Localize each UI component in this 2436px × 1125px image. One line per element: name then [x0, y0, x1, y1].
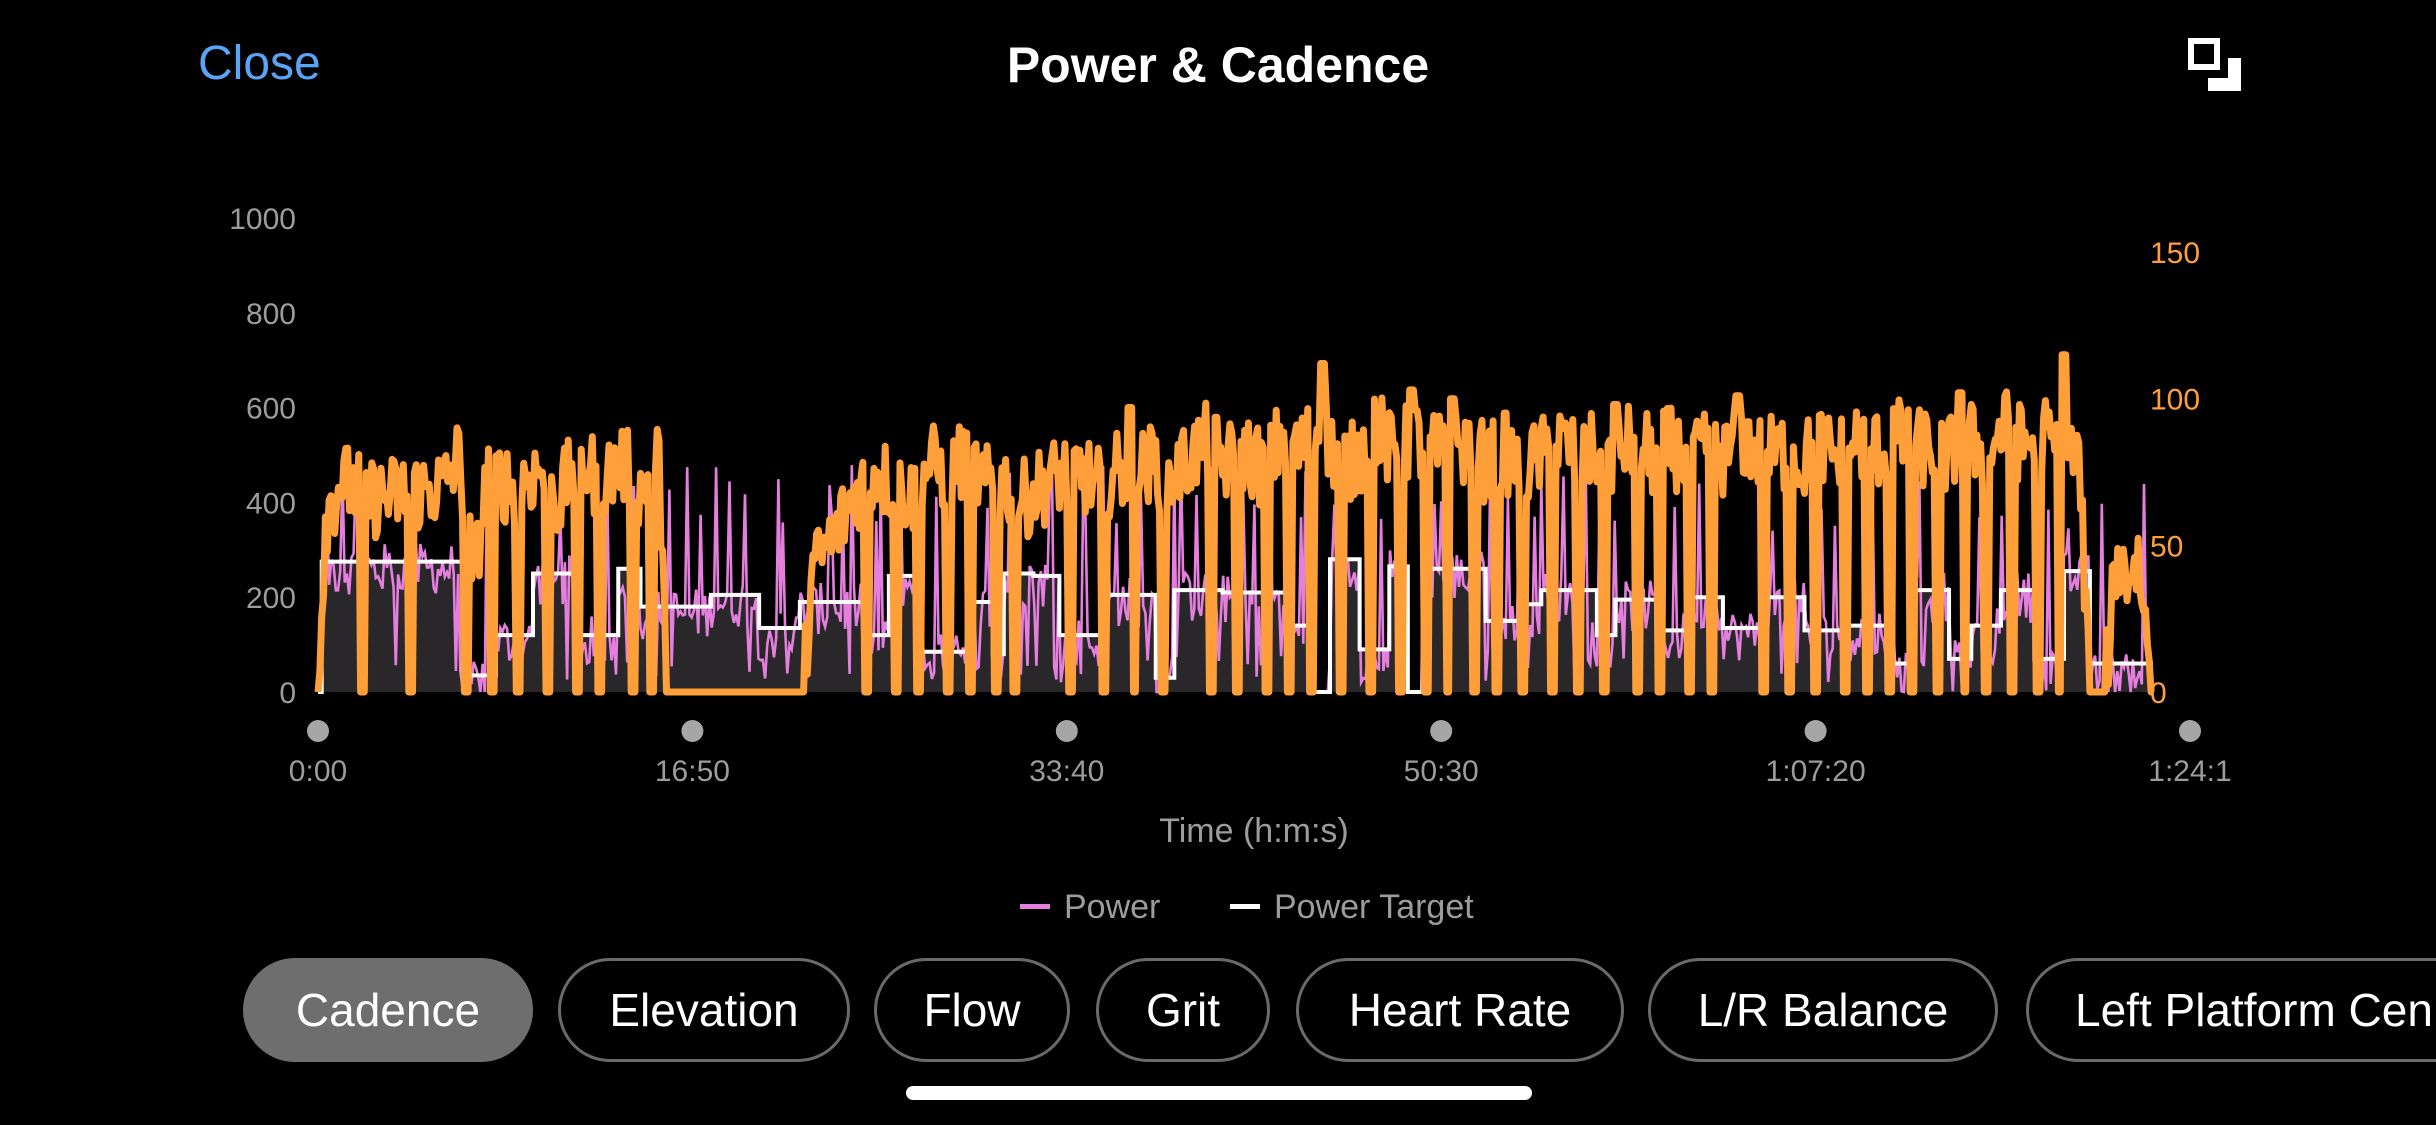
x-tick-dot — [1430, 720, 1453, 742]
y-left-axis: 0 200 400 600 800 1000 — [229, 203, 296, 710]
tab-label: Elevation — [609, 984, 799, 1036]
tab-elevation[interactable]: Elevation — [558, 958, 850, 1062]
x-tick-dot — [681, 720, 704, 742]
legend-power-target-label: Power Target — [1274, 888, 1474, 926]
tab-label: Grit — [1145, 984, 1221, 1036]
x-tick-label: 1:24:1 — [2148, 755, 2231, 788]
x-tick-label: 33:40 — [1029, 755, 1104, 788]
x-tick-label: 0:00 — [289, 755, 347, 788]
tab-label: L/R Balance — [1697, 984, 1949, 1036]
tab-heart-rate[interactable]: Heart Rate — [1296, 958, 1624, 1062]
legend-power-label: Power — [1064, 888, 1160, 926]
x-tick-dot — [1804, 720, 1827, 742]
y-right-tick-label: 100 — [2150, 384, 2200, 417]
tab-label: Cadence — [295, 984, 481, 1036]
tab-label: Flow — [923, 984, 1021, 1036]
tab-l-r-balance[interactable]: L/R Balance — [1648, 958, 1998, 1062]
tab-label: Left Platform Cen — [2075, 984, 2433, 1036]
tab-cadence[interactable]: Cadence — [243, 958, 533, 1062]
expand-icon[interactable] — [2188, 38, 2244, 94]
y-left-tick-label: 800 — [246, 298, 296, 331]
x-tick-dot — [2179, 720, 2201, 742]
home-indicator[interactable] — [906, 1086, 1532, 1100]
tab-label: Heart Rate — [1348, 984, 1572, 1036]
x-axis: 0:00 16:50 33:40 50:30 1:07:20 1:24:1 — [289, 720, 2232, 788]
x-axis-label: Time (h:m:s) — [1159, 812, 1349, 850]
legend-power-swatch — [1020, 904, 1050, 909]
tab-grit[interactable]: Grit — [1096, 958, 1270, 1062]
y-left-tick-label: 0 — [279, 677, 296, 710]
tab-flow[interactable]: Flow — [874, 958, 1070, 1062]
x-tick-label: 16:50 — [655, 755, 730, 788]
x-tick-label: 50:30 — [1404, 755, 1479, 788]
y-left-tick-label: 1000 — [229, 203, 296, 236]
x-tick-label: 1:07:20 — [1766, 755, 1866, 788]
y-left-tick-label: 600 — [246, 393, 296, 426]
page-title: Power & Cadence — [1006, 37, 1430, 93]
y-left-tick-label: 400 — [246, 487, 296, 520]
close-button[interactable]: Close — [198, 37, 321, 90]
x-tick-dot — [1055, 720, 1078, 742]
y-right-tick-label: 50 — [2150, 530, 2183, 563]
legend-power-target-swatch — [1230, 904, 1260, 909]
tab-left-platform-cen[interactable]: Left Platform Cen — [2026, 958, 2436, 1062]
y-left-tick-label: 200 — [246, 582, 296, 615]
y-right-tick-label: 150 — [2150, 237, 2200, 270]
power-cadence-chart: 0 200 400 600 800 1000 0 50 100 150 0:00 16:50 33:… — [229, 203, 2232, 926]
cadence-series-line — [314, 351, 2155, 696]
legend: Power Power Target — [1020, 888, 1474, 926]
x-tick-dot — [307, 720, 329, 742]
